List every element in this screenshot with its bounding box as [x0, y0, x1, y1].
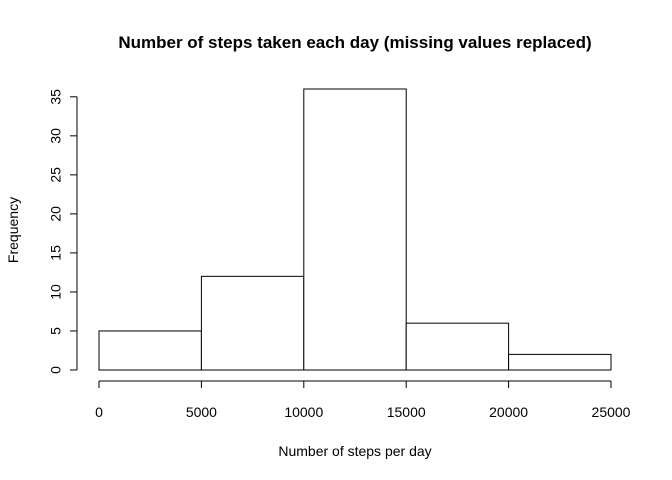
x-tick-label-5: 25000 [592, 404, 631, 420]
x-tick-label-1: 5000 [186, 404, 217, 420]
y-tick-label-6: 30 [48, 128, 64, 144]
x-tick-label-4: 20000 [489, 404, 528, 420]
x-tick-label-2: 10000 [284, 404, 323, 420]
x-tick-label-3: 15000 [387, 404, 426, 420]
histogram-bar-3 [405, 322, 510, 371]
x-axis-label: Number of steps per day [278, 443, 431, 459]
x-axis: 0 5000 10000 15000 20000 25000 [95, 380, 631, 420]
y-tick-label-1: 5 [48, 327, 64, 335]
histogram-bar-1 [200, 275, 305, 371]
y-tick-label-7: 35 [48, 89, 64, 105]
y-axis: 0 5 10 15 20 25 30 35 [48, 89, 78, 374]
y-tick-label-4: 20 [48, 206, 64, 222]
x-tick-label-0: 0 [95, 404, 103, 420]
histogram-bar-0 [98, 330, 202, 371]
y-tick-label-0: 0 [48, 366, 64, 374]
y-tick-label-5: 25 [48, 167, 64, 183]
y-tick-label-2: 10 [48, 284, 64, 300]
histogram-bar-2 [303, 88, 407, 371]
y-tick-label-3: 15 [48, 245, 64, 261]
bars-layer [98, 88, 612, 371]
y-axis-label: Frequency [5, 197, 21, 263]
chart-title: Number of steps taken each day (missing … [118, 33, 591, 52]
histogram-bar-4 [508, 353, 612, 371]
